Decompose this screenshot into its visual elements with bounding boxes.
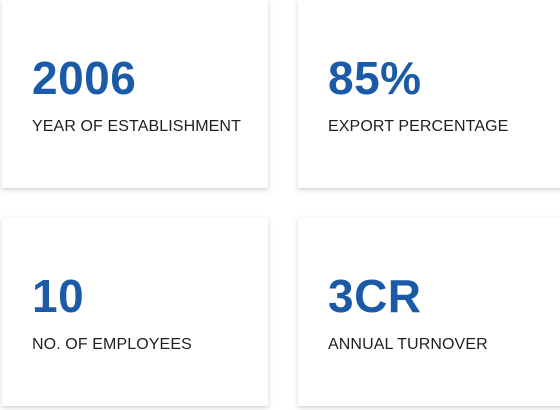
- stat-value: 3CR: [328, 270, 422, 322]
- stat-value: 2006: [32, 52, 137, 104]
- stat-card-export-percentage: 85% EXPORT PERCENTAGE: [298, 0, 560, 188]
- stat-card-no-of-employees: 10 NO. OF EMPLOYEES: [2, 218, 268, 406]
- stat-label: YEAR OF ESTABLISHMENT: [32, 118, 241, 135]
- stat-label: EXPORT PERCENTAGE: [328, 118, 509, 135]
- stat-value: 10: [32, 270, 85, 322]
- stat-card-annual-turnover: 3CR ANNUAL TURNOVER: [298, 218, 560, 406]
- stat-value: 85%: [328, 52, 422, 104]
- stat-label: NO. OF EMPLOYEES: [32, 336, 192, 353]
- stat-card-year-of-establishment: 2006 YEAR OF ESTABLISHMENT: [2, 0, 268, 188]
- stat-label: ANNUAL TURNOVER: [328, 336, 488, 353]
